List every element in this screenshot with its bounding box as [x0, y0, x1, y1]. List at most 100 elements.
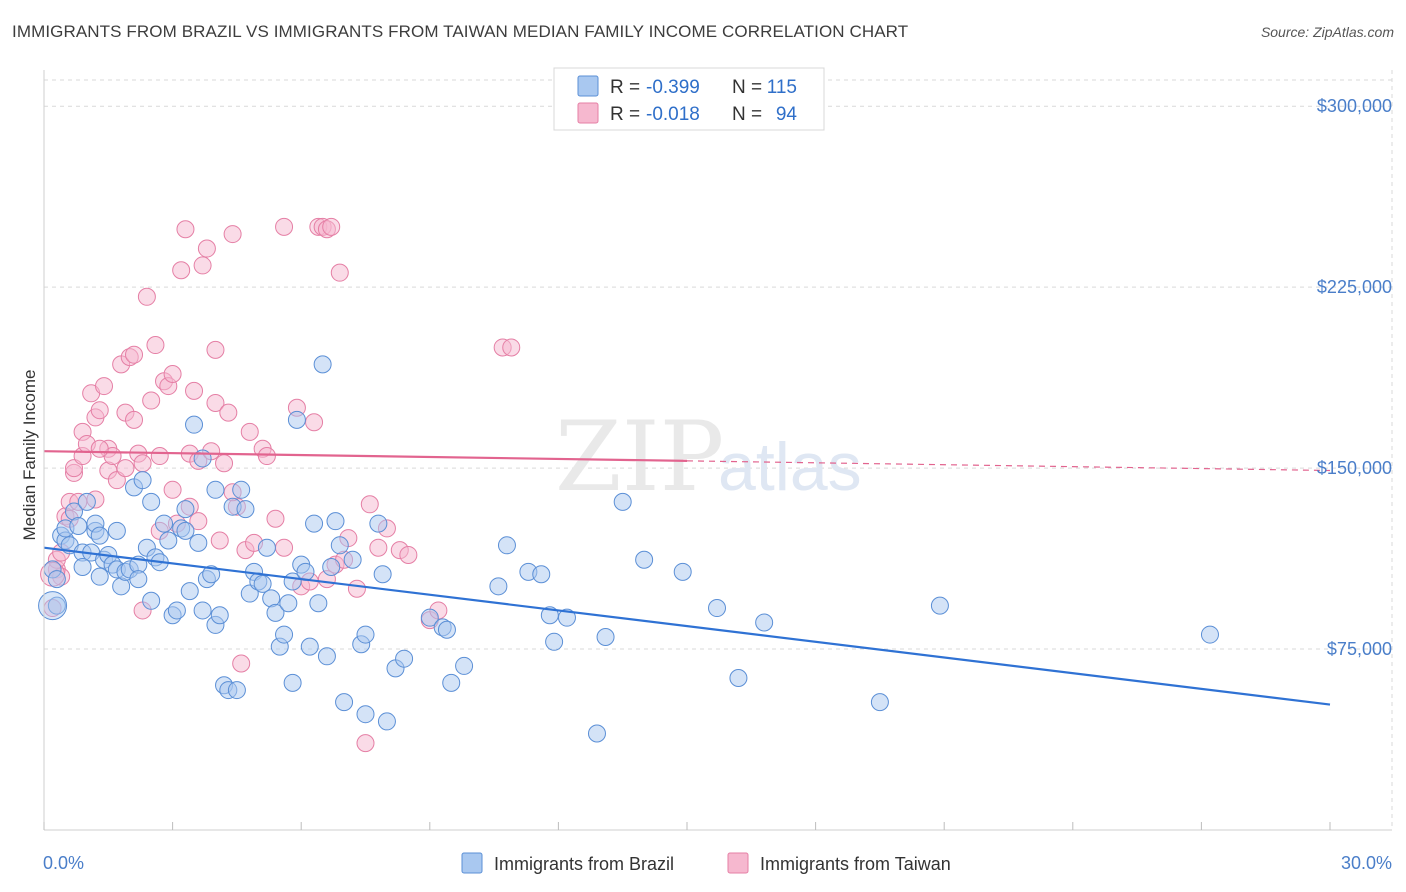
watermark-atlas: atlas — [718, 429, 862, 505]
taiwan-series-swatch — [727, 852, 749, 874]
y-tick-label-2: $225,000 — [1317, 277, 1392, 297]
brazil-n-value: 115 — [767, 77, 797, 98]
taiwan-point-46 — [197, 239, 216, 258]
taiwan-point-30 — [137, 287, 156, 306]
brazil-point-85 — [369, 514, 388, 533]
taiwan-point-53 — [223, 225, 242, 244]
taiwan-point-91 — [90, 439, 109, 458]
brazil-trend-line — [43, 546, 1331, 706]
axes — [43, 70, 1392, 831]
brazil-legend-swatch — [577, 75, 599, 97]
brazil-point-54 — [227, 681, 246, 700]
brazil-point-61 — [257, 538, 276, 557]
taiwan-point-26 — [125, 410, 144, 429]
taiwan-r-value: -0.018 — [646, 104, 700, 125]
brazil-point-105 — [635, 550, 654, 569]
brazil-point-50 — [210, 606, 229, 625]
taiwan-series-label: Immigrants from Taiwan — [760, 854, 951, 874]
brazil-point-56 — [236, 500, 255, 519]
brazil-point-101 — [557, 608, 576, 627]
brazil-point-79 — [330, 536, 349, 555]
brazil-point-35 — [159, 531, 178, 550]
taiwan-point-45 — [193, 256, 212, 275]
taiwan-point-89 — [189, 512, 208, 531]
brazil-point-10 — [73, 558, 92, 577]
watermark: ZIP atlas — [555, 401, 862, 513]
brazil-point-69 — [287, 410, 306, 429]
taiwan-point-48 — [206, 340, 225, 359]
brazil-point-93 — [442, 673, 461, 692]
brazil-point-65 — [275, 625, 294, 644]
brazil-point-94 — [455, 656, 474, 675]
taiwan-point-31 — [142, 391, 161, 410]
brazil-point-15 — [90, 526, 109, 545]
brazil-point-43 — [189, 533, 208, 552]
brazil-point-39 — [176, 521, 195, 540]
brazil-point-83 — [356, 705, 375, 724]
brazil-point-103 — [596, 627, 615, 646]
taiwan-point-86 — [356, 734, 375, 753]
y-tick-label-3: $300,000 — [1317, 96, 1392, 116]
brazil-point-108 — [729, 669, 748, 687]
taiwan-point-57 — [240, 422, 259, 441]
taiwan-point-77 — [360, 495, 379, 514]
brazil-point-27 — [129, 570, 148, 589]
taiwan-point-60 — [257, 447, 276, 466]
taiwan-point-16 — [90, 401, 109, 420]
taiwan-trend-line-extension — [686, 460, 1331, 472]
brazil-point-80 — [335, 693, 354, 712]
brazil-point-28 — [133, 471, 152, 490]
taiwan-point-51 — [215, 454, 234, 473]
brazil-point-1 — [47, 570, 66, 589]
taiwan-trend-line — [43, 450, 688, 462]
taiwan-point-32 — [146, 336, 165, 355]
brazil-point-11 — [77, 492, 96, 511]
brazil-point-55 — [232, 480, 251, 499]
y-axis-label: Median Family Income — [20, 369, 39, 540]
taiwan-n-value: 94 — [776, 104, 798, 125]
taiwan-point-55 — [232, 654, 251, 673]
taiwan-legend-swatch — [577, 102, 599, 124]
trend-lines — [43, 450, 1331, 706]
taiwan-point-71 — [322, 217, 341, 236]
taiwan-point-33 — [150, 447, 169, 466]
brazil-series-label: Immigrants from Brazil — [494, 854, 674, 874]
brazil-point-89 — [395, 649, 414, 668]
taiwan-point-62 — [275, 217, 294, 236]
brazil-point-76 — [317, 647, 336, 666]
taiwan-point-81 — [399, 545, 418, 564]
brazil-point-48 — [206, 480, 225, 499]
brazil-point-106 — [673, 562, 692, 581]
taiwan-point-78 — [369, 538, 388, 557]
taiwan-point-43 — [185, 381, 204, 400]
brazil-r-value: -0.399 — [646, 77, 700, 98]
taiwan-point-76 — [347, 579, 366, 598]
brazil-point-66 — [279, 594, 298, 613]
brazil-point-111 — [930, 596, 949, 615]
brazil-point-34 — [155, 514, 174, 533]
y-tick-labels: $75,000 $150,000 $225,000 $300,000 — [1317, 96, 1392, 659]
brazil-point-107 — [708, 599, 727, 618]
brazil-point-112 — [1200, 625, 1219, 644]
taiwan-point-52 — [219, 403, 238, 422]
brazil-point-95 — [489, 577, 508, 596]
brazil-point-84 — [356, 625, 375, 644]
brazil-point-92 — [437, 620, 456, 639]
brazil-point-86 — [373, 565, 392, 584]
brazil-point-2 — [47, 596, 66, 615]
taiwan-point-40 — [176, 220, 195, 239]
taiwan-point-87 — [275, 538, 294, 557]
taiwan-point-37 — [163, 365, 182, 383]
brazil-points — [38, 355, 1219, 743]
brazil-point-cluster — [38, 591, 68, 621]
brazil-r-label: R = — [610, 77, 640, 98]
brazil-point-74 — [309, 594, 328, 613]
brazil-series-swatch — [461, 852, 483, 874]
brazil-point-104 — [613, 492, 632, 511]
taiwan-point-29 — [133, 454, 152, 473]
brazil-point-63 — [266, 603, 285, 622]
brazil-point-37 — [167, 601, 186, 620]
x-tick-label-1: 30.0% — [1341, 853, 1392, 873]
x-tick-label-0: 0.0% — [43, 853, 84, 873]
